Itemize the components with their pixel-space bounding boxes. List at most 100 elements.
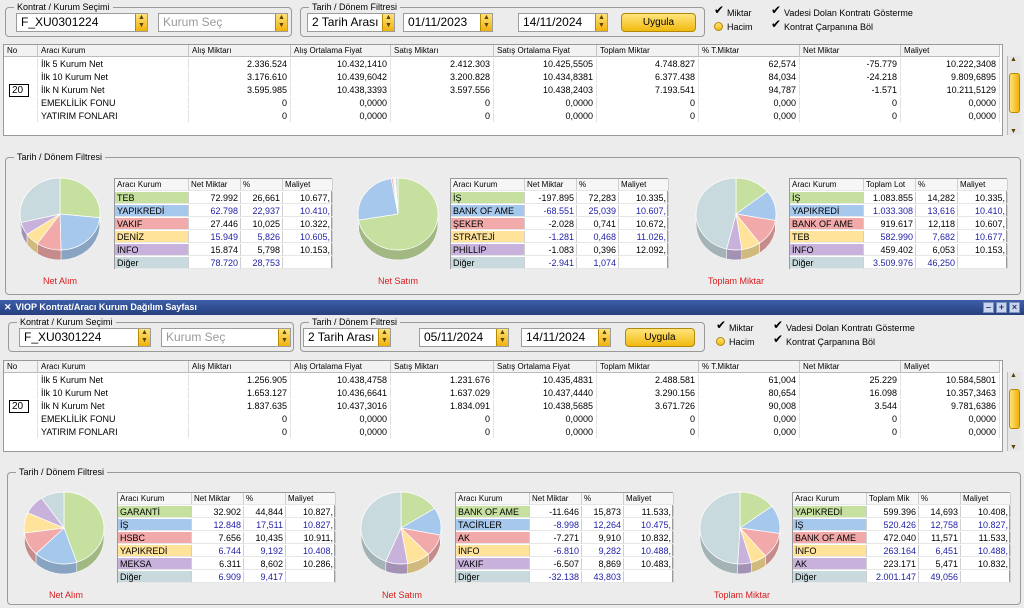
mini-table-row[interactable]: GARANTİ 32.902 44,844 10.827,	[118, 506, 336, 518]
multiplier-checkbox[interactable]: Kontrat Çarpanına Böl	[771, 18, 873, 33]
pie-slice[interactable]	[699, 491, 741, 565]
period-combobox[interactable]: 2 Tarih Arası	[307, 13, 395, 32]
mini-column-header[interactable]: Maliyet	[961, 493, 1011, 505]
date-stepper-icon[interactable]	[480, 14, 492, 31]
column-header[interactable]: Aracı Kurum	[38, 45, 189, 57]
date-from-picker[interactable]: 01/11/2023	[403, 13, 493, 32]
apply-button[interactable]: Uygula	[621, 13, 696, 32]
mini-column-header[interactable]: Maliyet	[619, 179, 669, 191]
mini-table-row[interactable]: İNFO -6.810 9,282 10.488,	[456, 545, 674, 557]
mini-table-row[interactable]: BANK OF AME 919.617 12,118 10.607,	[790, 218, 1008, 230]
close-icon[interactable]: ✕	[4, 302, 12, 312]
mini-table-row[interactable]: YAPIKREDİ 6.744 9,192 10.408,	[118, 545, 336, 557]
mini-table-row[interactable]: İŞ 1.083.855 14,282 10.335,	[790, 192, 1008, 204]
mini-column-header[interactable]: %	[919, 493, 961, 505]
date-stepper-icon[interactable]	[598, 329, 610, 346]
combo-arrow-icon[interactable]	[378, 329, 390, 346]
mini-column-header[interactable]: Aracı Kurum	[793, 493, 867, 505]
period-combobox[interactable]: 2 Tarih Arası	[303, 328, 391, 347]
table-row[interactable]: İlk 10 Kurum Net 1.653.127 10.436,6641 1.63…	[4, 387, 1002, 399]
mini-table-row[interactable]: VAKIF 27.446 10,025 10.322,	[115, 218, 333, 230]
minimize-icon[interactable]: –	[983, 302, 994, 313]
column-header[interactable]: Alış Ortalama Fiyat	[291, 361, 391, 373]
miktar-checkbox[interactable]: Miktar	[714, 4, 752, 19]
column-header[interactable]: Maliyet	[901, 45, 1000, 57]
column-header[interactable]: Toplam Miktar	[597, 361, 699, 373]
column-header[interactable]: Satış Miktarı	[391, 361, 494, 373]
pie-slice[interactable]	[360, 491, 402, 562]
table-row[interactable]: İlk N Kurum Net 3.595.985 10.438,3393 3.597…	[4, 84, 1002, 96]
mini-column-header[interactable]: Aracı Kurum	[118, 493, 192, 505]
top-n-input[interactable]: 20	[9, 400, 29, 413]
combo-arrow-icon[interactable]	[382, 14, 394, 31]
mini-column-header[interactable]: %	[241, 179, 283, 191]
column-header[interactable]: Alış Ortalama Fiyat	[291, 45, 391, 57]
column-header[interactable]: Alış Miktarı	[189, 45, 291, 57]
mini-table-row[interactable]: TACİRLER -8.998 12,264 10.475,	[456, 519, 674, 531]
column-header[interactable]: % T.Miktar	[699, 361, 800, 373]
mini-column-header[interactable]: Net Miktar	[530, 493, 582, 505]
mini-table-row[interactable]: STRATEJİ -1.281 0,468 11.026,	[451, 231, 669, 243]
mini-column-header[interactable]: %	[582, 493, 624, 505]
mini-table-row[interactable]: YAPIKREDİ 599.396 14,693 10.408,	[793, 506, 1011, 518]
scroll-down-icon[interactable]: ▼	[1010, 128, 1017, 135]
column-header[interactable]: Satış Ortalama Fiyat	[494, 361, 597, 373]
scroll-thumb[interactable]	[1009, 73, 1020, 113]
column-header[interactable]: Maliyet	[901, 361, 1000, 373]
mini-column-header[interactable]: Maliyet	[286, 493, 336, 505]
combo-arrow-icon[interactable]	[275, 14, 287, 31]
miktar-checkbox[interactable]: Miktar	[716, 319, 754, 334]
scroll-down-icon[interactable]: ▼	[1010, 444, 1017, 451]
column-header[interactable]: No	[4, 45, 38, 57]
pie-slice[interactable]	[695, 177, 737, 250]
mini-table-row[interactable]: BANK OF AME -11.646 15,873 11.533,	[456, 506, 674, 518]
mini-table-row[interactable]: AK 223.171 5,471 10.832,	[793, 558, 1011, 570]
mini-column-header[interactable]: Maliyet	[958, 179, 1008, 191]
mini-column-header[interactable]: Aracı Kurum	[451, 179, 525, 191]
mini-table-row[interactable]: TEB 582.990 7,682 10.677,	[790, 231, 1008, 243]
expired-checkbox[interactable]: Vadesi Dolan Kontratı Gösterme	[771, 4, 913, 19]
date-from-picker[interactable]: 05/11/2024	[419, 328, 509, 347]
table-row[interactable]: İlk 10 Kurum Net 3.176.610 10.439,6042 3.20…	[4, 71, 1002, 83]
contract-combobox[interactable]: F_XU0301224	[16, 13, 148, 32]
hacim-radio[interactable]: Hacim	[714, 21, 753, 33]
pie-slice[interactable]	[357, 178, 399, 221]
column-header[interactable]: Net Miktar	[800, 361, 901, 373]
mini-table-row[interactable]: İŞ 12.848 17,511 10.827,	[118, 519, 336, 531]
mini-table-row[interactable]: Diğer -2.941 1,074	[451, 257, 669, 269]
combo-arrow-icon[interactable]	[138, 329, 150, 346]
mini-table-row[interactable]: Diğer 6.909 9,417	[118, 571, 336, 583]
column-header[interactable]: Net Miktar	[800, 45, 901, 57]
contract-combobox[interactable]: F_XU0301224	[19, 328, 151, 347]
mini-table-row[interactable]: YAPIKREDİ 1.033.308 13,616 10.410,	[790, 205, 1008, 217]
mini-column-header[interactable]: %	[244, 493, 286, 505]
mini-table-row[interactable]: ŞEKER -2.028 0,741 10.672,	[451, 218, 669, 230]
pie-slice[interactable]	[394, 177, 399, 215]
date-to-picker[interactable]: 14/11/2024	[518, 13, 608, 32]
table-row[interactable]: EMEKLİLİK FONU 0 0,0000 0 0,0000 0 0,000 0 0,000…	[4, 413, 1002, 425]
column-header[interactable]: Toplam Miktar	[597, 45, 699, 57]
mini-column-header[interactable]: %	[916, 179, 958, 191]
mini-column-header[interactable]: Net Miktar	[189, 179, 241, 191]
column-header[interactable]: Alış Miktarı	[189, 361, 291, 373]
mini-column-header[interactable]: Maliyet	[624, 493, 674, 505]
table-scrollbar[interactable]: ▲ ▼	[1007, 372, 1021, 451]
multiplier-checkbox[interactable]: Kontrat Çarpanına Böl	[773, 333, 875, 348]
window-close-icon[interactable]: ×	[1009, 302, 1020, 313]
table-row[interactable]: İlk N Kurum Net 1.837.635 10.437,3016 1.834…	[4, 400, 1002, 412]
pie-slice[interactable]	[19, 177, 61, 223]
scroll-thumb[interactable]	[1009, 389, 1020, 429]
combo-arrow-icon[interactable]	[135, 14, 147, 31]
mini-table-row[interactable]: Diğer 2.001.147 49,056	[793, 571, 1011, 583]
scroll-up-icon[interactable]: ▲	[1010, 56, 1017, 63]
mini-column-header[interactable]: Net Miktar	[192, 493, 244, 505]
mini-table-row[interactable]: TEB 72.992 26,661 10.677,	[115, 192, 333, 204]
mini-column-header[interactable]: Toplam Mik	[867, 493, 919, 505]
mini-table-row[interactable]: MEKSA 6.311 8,602 10.286,	[118, 558, 336, 570]
mini-column-header[interactable]: Net Miktar	[525, 179, 577, 191]
mini-table-row[interactable]: İŞ -197.895 72,283 10.335,	[451, 192, 669, 204]
mini-table-row[interactable]: Diğer 3.509.976 46,250	[790, 257, 1008, 269]
expired-checkbox[interactable]: Vadesi Dolan Kontratı Gösterme	[773, 319, 915, 334]
scroll-up-icon[interactable]: ▲	[1010, 372, 1017, 379]
maximize-icon[interactable]: +	[996, 302, 1007, 313]
